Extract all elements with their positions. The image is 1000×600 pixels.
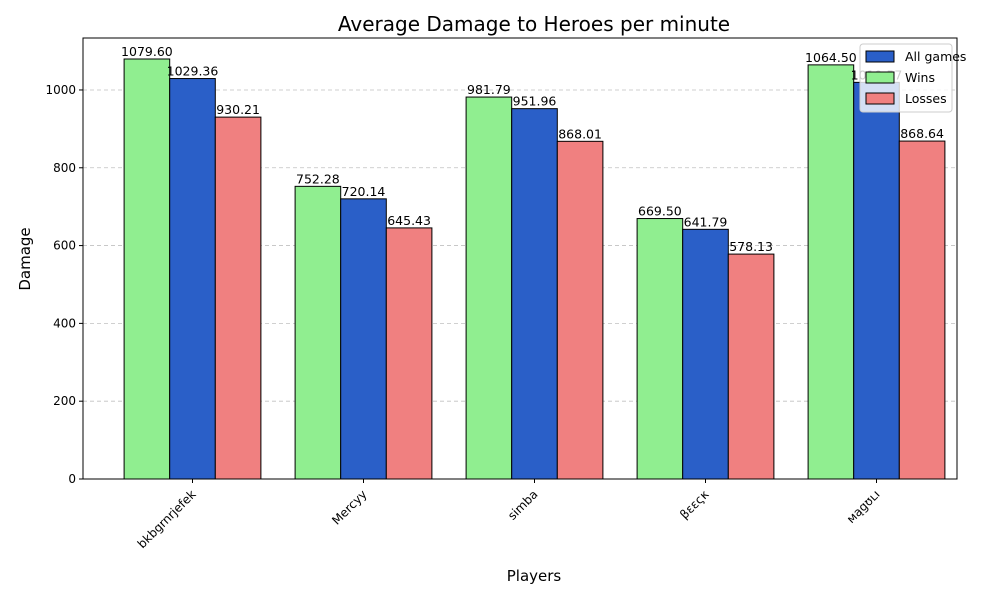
plot-frame	[82, 37, 958, 480]
y-axis-title: Damage	[16, 227, 34, 290]
y-tick-label: 1000	[45, 83, 76, 97]
value-label: 669.50	[638, 204, 682, 219]
legend-swatch	[865, 71, 895, 84]
y-tick-label: 0	[68, 472, 76, 486]
x-axis-title: Players	[507, 567, 562, 585]
x-axis: bkbgrnrjefek Mercyy simba βεεςκ мągʊʟı	[135, 479, 883, 551]
bar	[556, 140, 604, 480]
value-label: 1064.50	[805, 50, 857, 65]
legend-swatch	[865, 50, 895, 63]
value-label: 951.96	[513, 94, 557, 109]
value-label: 868.64	[900, 126, 944, 141]
value-label: 752.28	[296, 171, 340, 186]
value-label: 981.79	[467, 82, 511, 97]
x-tick-label: bkbgrnrjefek	[135, 487, 199, 551]
legend: All games Wins Losses	[859, 43, 966, 113]
bar	[853, 81, 900, 480]
legend-label: Losses	[905, 91, 947, 106]
value-label: 1029.36	[167, 64, 219, 79]
value-label: 641.79	[684, 214, 728, 229]
x-tick-label: мągʊʟı	[844, 487, 883, 526]
value-label: 930.21	[216, 102, 260, 117]
bar	[340, 198, 387, 480]
x-tick-label: simba	[505, 487, 541, 523]
bars	[123, 58, 946, 480]
legend-label: All games	[905, 49, 966, 64]
y-tick-label: 200	[53, 394, 76, 408]
x-tick-label: Mercyy	[329, 487, 369, 527]
bar	[465, 96, 513, 480]
bar	[682, 228, 729, 480]
value-label: 578.13	[729, 239, 773, 254]
bar	[511, 108, 558, 480]
value-label: 720.14	[342, 184, 386, 199]
y-tick-label: 400	[53, 316, 76, 330]
y-tick-label: 800	[53, 161, 76, 175]
bar	[385, 227, 433, 480]
legend-label: Wins	[905, 70, 935, 85]
bar	[214, 116, 262, 480]
value-label: 645.43	[387, 213, 431, 228]
bar	[294, 185, 342, 480]
y-axis: 0 200 400 600 800 1000	[45, 83, 83, 486]
bar	[169, 78, 216, 480]
bar	[123, 58, 171, 480]
bar	[898, 140, 946, 480]
x-tick-label: βεεςκ	[677, 487, 711, 521]
bar	[807, 64, 855, 480]
value-label: 1079.60	[121, 44, 173, 59]
chart-title: Average Damage to Heroes per minute	[338, 12, 730, 36]
bar	[636, 218, 684, 480]
y-tick-label: 600	[53, 239, 76, 253]
legend-swatch	[865, 92, 895, 105]
bar	[727, 253, 775, 480]
value-label: 868.01	[558, 126, 602, 141]
